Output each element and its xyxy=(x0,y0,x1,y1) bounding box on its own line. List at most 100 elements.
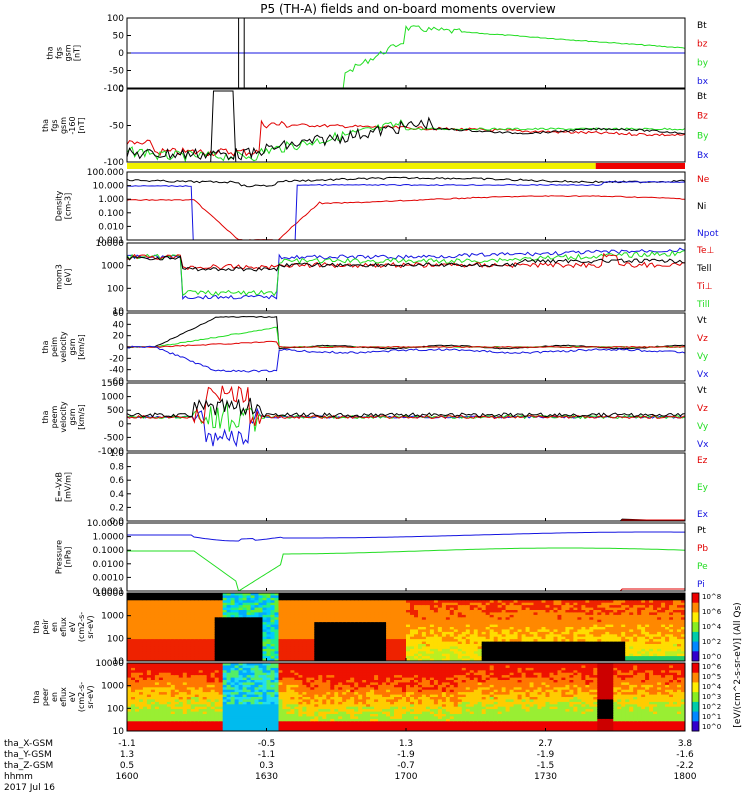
heatmap-cell xyxy=(457,651,463,655)
heatmap-cell xyxy=(581,597,586,601)
heatmap-cell xyxy=(669,605,674,609)
heatmap-cell xyxy=(390,600,395,604)
heatmap-cell xyxy=(262,595,268,599)
heatmap-cell xyxy=(350,641,355,645)
heatmap-cell xyxy=(306,658,311,661)
heatmap-cell xyxy=(497,639,503,643)
heatmap-cell xyxy=(206,723,212,727)
heatmap-cell xyxy=(549,622,555,626)
heatmap-cell xyxy=(278,648,284,652)
heatmap-cell xyxy=(565,607,570,611)
heatmap-cell xyxy=(561,612,566,616)
heatmap-cell xyxy=(278,624,284,628)
heatmap-cell xyxy=(629,605,634,609)
heatmap-cell xyxy=(354,619,359,623)
heatmap-cell xyxy=(525,610,531,613)
heatmap-cell xyxy=(166,605,172,609)
heatmap-cell xyxy=(374,629,379,633)
heatmap-cell xyxy=(322,634,327,638)
legend-entry: Tell xyxy=(696,264,712,274)
heatmap-cell xyxy=(653,602,658,606)
heatmap-cell xyxy=(414,641,419,645)
heatmap-cell xyxy=(617,658,622,661)
heatmap-cell xyxy=(206,680,212,683)
heatmap-cell xyxy=(581,619,586,623)
heatmap-cell xyxy=(318,624,323,628)
heatmap-cell xyxy=(142,716,148,720)
heatmap-cell xyxy=(418,646,423,650)
heatmap-cell xyxy=(493,646,499,650)
heatmap-cell xyxy=(214,667,220,671)
heatmap-cell xyxy=(218,672,224,676)
heatmap-cell xyxy=(198,667,204,671)
heatmap-cell xyxy=(230,607,236,611)
heatmap-cell xyxy=(254,636,260,640)
heatmap-cell xyxy=(370,639,375,643)
heatmap-cell xyxy=(194,711,200,715)
heatmap-cell xyxy=(131,709,136,713)
heatmap-cell xyxy=(597,636,602,640)
heatmap-cell xyxy=(139,614,144,618)
heatmap-cell xyxy=(617,619,622,623)
heatmap-cell xyxy=(246,610,252,613)
heatmap-cell xyxy=(202,656,208,660)
y-axis-label-line: [nT] xyxy=(73,45,82,61)
heatmap-cell xyxy=(445,636,451,640)
heatmap-cell xyxy=(437,617,443,621)
heatmap-cell xyxy=(218,670,224,674)
heatmap-cell xyxy=(127,721,132,725)
heatmap-cell xyxy=(414,644,419,647)
heatmap-cell xyxy=(649,595,654,599)
heatmap-cell xyxy=(661,605,666,609)
heatmap-cell xyxy=(469,593,475,596)
heatmap-cell xyxy=(414,629,419,633)
heatmap-cell xyxy=(286,646,291,650)
heatmap-cell xyxy=(418,641,423,645)
heatmap-cell xyxy=(142,641,148,645)
heatmap-cell xyxy=(190,680,196,683)
heatmap-cell xyxy=(557,644,563,647)
heatmap-cell xyxy=(334,631,339,635)
heatmap-cell xyxy=(398,624,403,628)
heatmap-cell xyxy=(605,600,610,604)
heatmap-cell xyxy=(258,629,264,633)
heatmap-cell xyxy=(429,610,435,613)
heatmap-cell xyxy=(154,677,160,681)
heatmap-cell xyxy=(206,600,212,604)
heatmap-cell xyxy=(425,651,431,655)
heatmap-cell xyxy=(497,617,503,621)
heatmap-cell xyxy=(258,624,264,628)
heatmap-cell xyxy=(473,614,479,618)
heatmap-cell xyxy=(553,641,559,645)
heatmap-cell xyxy=(661,602,666,606)
heatmap-cell xyxy=(226,677,232,681)
heatmap-cell xyxy=(386,595,391,599)
y-tick-label: 0.010 xyxy=(98,222,124,232)
heatmap-cell xyxy=(374,658,379,661)
heatmap-cell xyxy=(222,619,228,623)
heatmap-cell xyxy=(569,610,574,613)
heatmap-cell xyxy=(234,680,240,683)
heatmap-cell xyxy=(278,600,284,604)
heatmap-cell xyxy=(158,602,164,606)
heatmap-cell xyxy=(605,605,610,609)
heatmap-cell xyxy=(194,648,200,652)
heatmap-cell xyxy=(234,648,240,652)
y-tick-label: 10.0000 xyxy=(87,519,124,529)
heatmap-cell xyxy=(533,648,539,652)
heatmap-cell xyxy=(218,644,224,647)
heatmap-cell xyxy=(421,629,427,633)
heatmap-cell xyxy=(505,634,511,638)
heatmap-cell xyxy=(294,641,299,645)
heatmap-cell xyxy=(465,636,471,640)
heatmap-cell xyxy=(669,636,674,640)
heatmap-cell xyxy=(202,728,208,731)
heatmap-cell xyxy=(262,605,268,609)
heatmap-cell xyxy=(585,607,590,611)
heatmap-cell xyxy=(210,648,216,652)
heatmap-cell xyxy=(162,639,168,643)
heatmap-cell xyxy=(182,672,188,676)
heatmap-cell xyxy=(174,597,180,601)
heatmap-cell xyxy=(170,619,176,623)
heatmap-cell xyxy=(174,704,180,708)
